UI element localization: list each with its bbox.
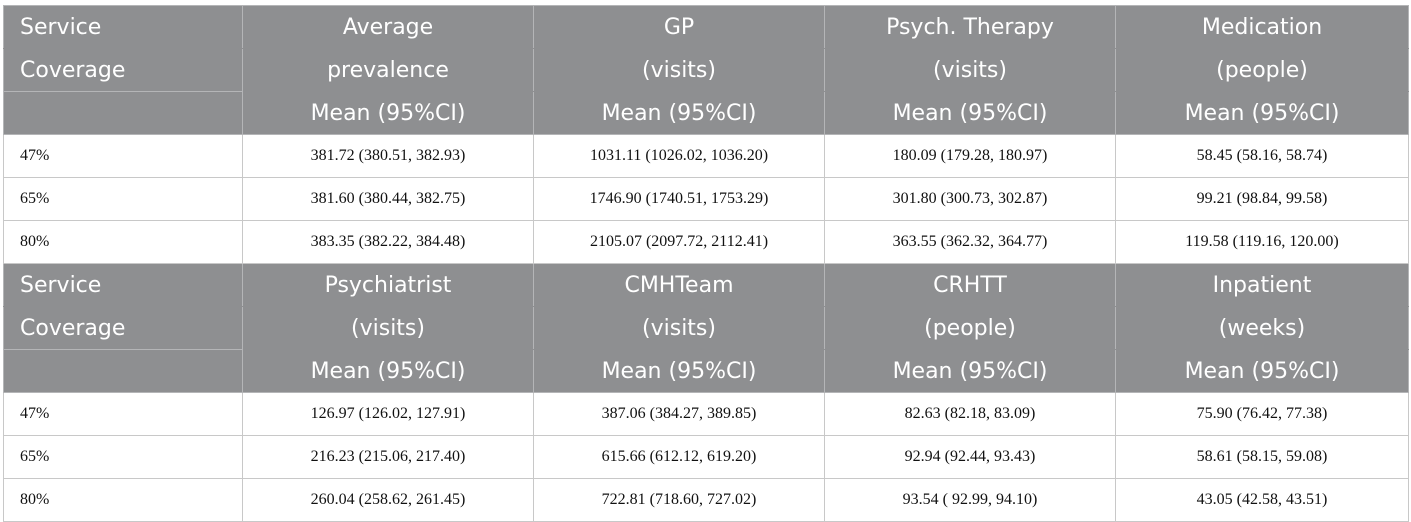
table-row: 80% 383.35 (382.22, 384.48) 2105.07 (209…	[3, 220, 1409, 264]
table-cell: 260.04 (258.62, 261.45)	[242, 478, 534, 522]
header-row-mid: Coverage (visits) (visits) (people) (wee…	[3, 306, 1409, 350]
table-cell: 99.21 (98.84, 99.58)	[1115, 177, 1409, 221]
header-cell: CMHTeam	[533, 263, 825, 307]
table-row: 47% 126.97 (126.02, 127.91) 387.06 (384.…	[3, 392, 1409, 436]
header-cell: Medication	[1115, 5, 1409, 49]
coverage-cell: 47%	[3, 392, 243, 436]
table-cell: 58.61 (58.15, 59.08)	[1115, 435, 1409, 479]
header-cell: Mean (95%CI)	[533, 349, 825, 393]
table-cell: 58.45 (58.16, 58.74)	[1115, 134, 1409, 178]
coverage-cell: 80%	[3, 220, 243, 264]
table-cell: 381.72 (380.51, 382.93)	[242, 134, 534, 178]
header-cell: Mean (95%CI)	[533, 91, 825, 135]
header-cell: (weeks)	[1115, 306, 1409, 350]
table-cell: 180.09 (179.28, 180.97)	[824, 134, 1116, 178]
service-coverage-table: Service Average GP Psych. Therapy Medica…	[3, 5, 1409, 522]
header-cell: Service	[3, 5, 243, 49]
coverage-cell: 65%	[3, 177, 243, 221]
header-cell: Psych. Therapy	[824, 5, 1116, 49]
header-cell: GP	[533, 5, 825, 49]
header-cell	[3, 349, 243, 393]
table-cell: 1031.11 (1026.02, 1036.20)	[533, 134, 825, 178]
table-cell: 1746.90 (1740.51, 1753.29)	[533, 177, 825, 221]
table-cell: 363.55 (362.32, 364.77)	[824, 220, 1116, 264]
header-cell: Mean (95%CI)	[242, 91, 534, 135]
header-row-top: Service Average GP Psych. Therapy Medica…	[3, 5, 1409, 49]
table-cell: 722.81 (718.60, 727.02)	[533, 478, 825, 522]
table-cell: 2105.07 (2097.72, 2112.41)	[533, 220, 825, 264]
header-cell: (visits)	[533, 48, 825, 92]
table-cell: 82.63 (82.18, 83.09)	[824, 392, 1116, 436]
header-cell: (visits)	[242, 306, 534, 350]
coverage-cell: 47%	[3, 134, 243, 178]
header-cell: Inpatient	[1115, 263, 1409, 307]
header-cell: (people)	[1115, 48, 1409, 92]
table-cell: 381.60 (380.44, 382.75)	[242, 177, 534, 221]
header-row-mid: Coverage prevalence (visits) (visits) (p…	[3, 48, 1409, 92]
table-cell: 92.94 (92.44, 93.43)	[824, 435, 1116, 479]
header-cell: (visits)	[824, 48, 1116, 92]
header-cell: Coverage	[3, 48, 243, 92]
table-cell: 387.06 (384.27, 389.85)	[533, 392, 825, 436]
header-cell: CRHTT	[824, 263, 1116, 307]
table-cell: 216.23 (215.06, 217.40)	[242, 435, 534, 479]
header-cell: (people)	[824, 306, 1116, 350]
header-cell: (visits)	[533, 306, 825, 350]
coverage-cell: 80%	[3, 478, 243, 522]
table-row: 80% 260.04 (258.62, 261.45) 722.81 (718.…	[3, 478, 1409, 522]
header-cell: Coverage	[3, 306, 243, 350]
header-cell	[3, 91, 243, 135]
table-row: 65% 216.23 (215.06, 217.40) 615.66 (612.…	[3, 435, 1409, 479]
table-cell: 93.54 ( 92.99, 94.10)	[824, 478, 1116, 522]
table-row: 47% 381.72 (380.51, 382.93) 1031.11 (102…	[3, 134, 1409, 178]
header-cell: Service	[3, 263, 243, 307]
table-cell: 383.35 (382.22, 384.48)	[242, 220, 534, 264]
header-cell: Mean (95%CI)	[824, 349, 1116, 393]
header-cell: Mean (95%CI)	[824, 91, 1116, 135]
table-cell: 119.58 (119.16, 120.00)	[1115, 220, 1409, 264]
coverage-cell: 65%	[3, 435, 243, 479]
table-cell: 43.05 (42.58, 43.51)	[1115, 478, 1409, 522]
table-cell: 126.97 (126.02, 127.91)	[242, 392, 534, 436]
table-cell: 615.66 (612.12, 619.20)	[533, 435, 825, 479]
table-cell: 75.90 (76.42, 77.38)	[1115, 392, 1409, 436]
header-cell: Mean (95%CI)	[1115, 91, 1409, 135]
header-row-bottom: Mean (95%CI) Mean (95%CI) Mean (95%CI) M…	[3, 349, 1409, 393]
header-row-bottom: Mean (95%CI) Mean (95%CI) Mean (95%CI) M…	[3, 91, 1409, 135]
header-cell: Average	[242, 5, 534, 49]
header-cell: Mean (95%CI)	[242, 349, 534, 393]
header-cell: Mean (95%CI)	[1115, 349, 1409, 393]
table-cell: 301.80 (300.73, 302.87)	[824, 177, 1116, 221]
header-row-top: Service Psychiatrist CMHTeam CRHTT Inpat…	[3, 263, 1409, 307]
header-cell: Psychiatrist	[242, 263, 534, 307]
table-row: 65% 381.60 (380.44, 382.75) 1746.90 (174…	[3, 177, 1409, 221]
header-cell: prevalence	[242, 48, 534, 92]
